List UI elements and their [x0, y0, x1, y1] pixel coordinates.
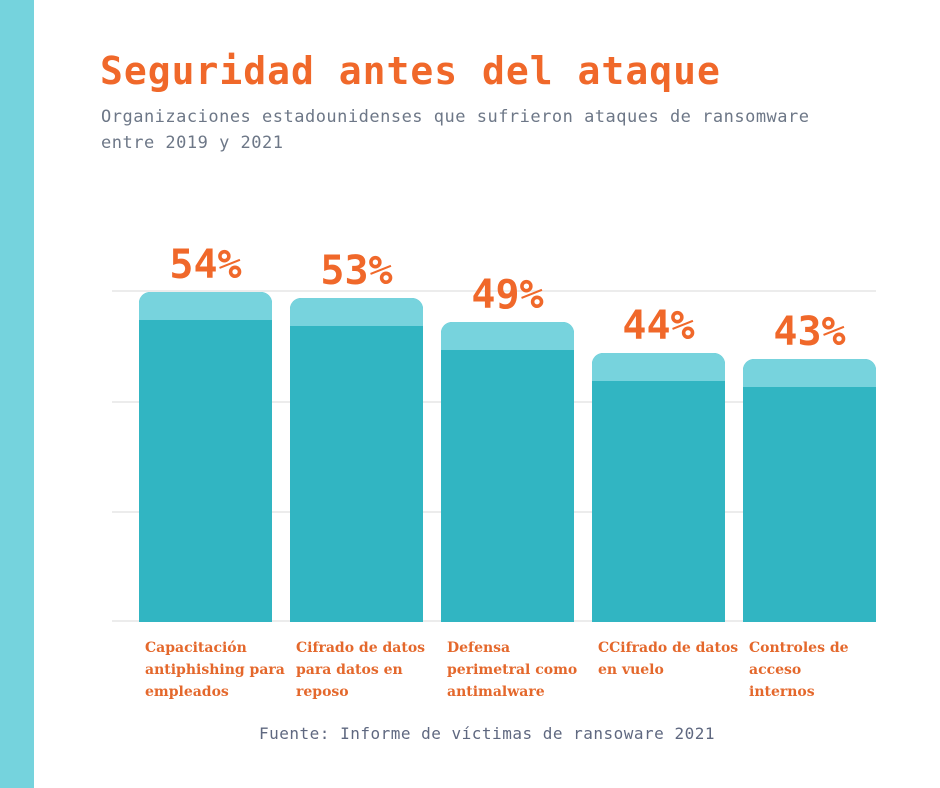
- bar-cap: [139, 292, 272, 320]
- left-accent-stripe: [0, 0, 34, 788]
- category-label-line: Controles de acceso: [749, 640, 849, 678]
- bar-4: 44%: [592, 306, 725, 622]
- bar-2: 53%: [290, 251, 423, 622]
- bar-chart-plot-area: 54% 53% 49% 44% 43%: [112, 245, 876, 622]
- category-label-line: antiphishing para: [145, 662, 285, 678]
- bar-value-label: 53%: [320, 248, 393, 294]
- category-label-line: para datos en: [296, 662, 403, 678]
- category-label-line: Cifrado de datos: [296, 640, 426, 656]
- subtitle-line-1: Organizaciones estadounidenses que sufri…: [101, 107, 810, 127]
- category-label-2: Cifrado de datos para datos en reposo: [296, 637, 438, 703]
- category-label-line: reposo: [296, 684, 349, 700]
- category-labels-row: Capacitación antiphishing para empleados Ci…: [112, 637, 902, 717]
- bar-1: 54%: [139, 245, 272, 622]
- category-label-5: Controles de acceso internos: [749, 637, 891, 703]
- gridline: [112, 290, 876, 292]
- category-label-line: Capacitación: [145, 640, 247, 656]
- bar-cap: [743, 359, 876, 387]
- category-label-line: internos: [749, 684, 815, 700]
- source-footnote: Fuente: Informe de víctimas de ransoware…: [259, 724, 715, 743]
- category-label-line: empleados: [145, 684, 229, 700]
- bar-cap: [290, 298, 423, 326]
- category-label-line: perimetral como: [447, 662, 578, 678]
- bar-value-label: 54%: [169, 242, 242, 288]
- bar-value-label: 44%: [622, 303, 695, 349]
- bars-container: 54% 53% 49% 44% 43%: [112, 245, 876, 622]
- subtitle-line-2: entre 2019 y 2021: [101, 133, 284, 153]
- category-label-line: en vuelo: [598, 662, 664, 678]
- bar-cap: [592, 353, 725, 381]
- category-label-line: CCifrado de datos: [598, 640, 739, 656]
- category-label-1: Capacitación antiphishing para empleados: [145, 637, 287, 703]
- page-title: Seguridad antes del ataque: [100, 49, 721, 93]
- page-subtitle: Organizaciones estadounidenses que sufri…: [101, 104, 810, 156]
- bar-value-label: 43%: [773, 309, 846, 355]
- bar-cap: [441, 322, 574, 350]
- category-label-3: Defensa perimetral como antimalware: [447, 637, 589, 703]
- bar-3: 49%: [441, 275, 574, 622]
- bar-5: 43%: [743, 312, 876, 622]
- bar-value-label: 49%: [471, 272, 544, 318]
- category-label-4: CCifrado de datos en vuelo: [598, 637, 740, 681]
- category-label-line: antimalware: [447, 684, 545, 700]
- category-label-line: Defensa: [447, 640, 511, 656]
